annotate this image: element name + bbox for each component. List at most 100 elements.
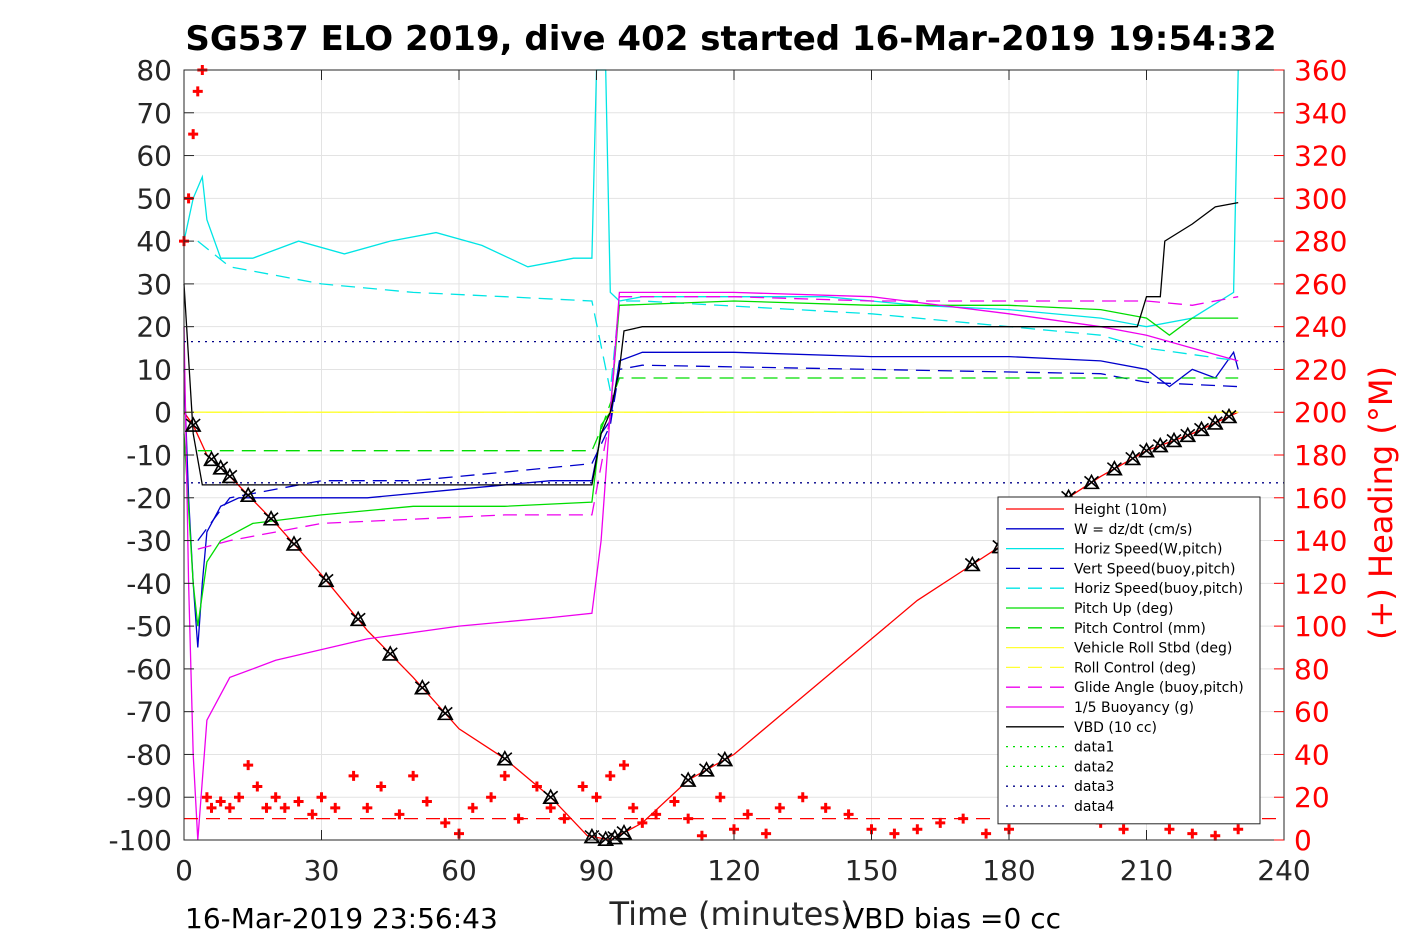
y-tick-label: 60 <box>136 140 172 173</box>
depth-marker <box>184 416 202 432</box>
depth-marker <box>239 486 257 503</box>
y2-tick-label: 120 <box>1294 567 1347 600</box>
depth-marker <box>221 467 239 484</box>
heading-point <box>820 802 831 813</box>
y-tick-label: -20 <box>126 482 172 515</box>
heading-point <box>696 830 707 841</box>
heading-point <box>252 781 263 792</box>
chart-title: SG537 ELO 2019, dive 402 started 16-Mar-… <box>185 19 1276 59</box>
y2-tick-label: 240 <box>1294 311 1347 344</box>
heading-point <box>1210 830 1221 841</box>
depth-marker <box>436 704 454 721</box>
depth-marker <box>381 645 399 661</box>
heading-point <box>440 817 451 828</box>
y-tick-label: -50 <box>126 610 172 643</box>
heading-point <box>261 802 272 813</box>
heading-point <box>591 792 602 803</box>
y2-tick-label: 140 <box>1294 525 1347 558</box>
heading-point <box>935 817 946 828</box>
x-tick-label: 60 <box>441 854 477 887</box>
y-tick-label: 80 <box>136 54 172 87</box>
heading-point <box>293 796 304 807</box>
depth-marker <box>1083 473 1100 490</box>
depth-marker <box>317 571 335 588</box>
heading-point <box>774 802 785 813</box>
legend: Height (10m) W = dz/dt (cm/s) Horiz Speed(… <box>997 496 1261 825</box>
depth-marker <box>716 750 734 767</box>
heading-point <box>1233 824 1244 835</box>
heading-point <box>912 824 923 835</box>
y2-tick-label: 260 <box>1294 268 1347 301</box>
series-line-buoyancy <box>183 291 1239 841</box>
x-tick-label: 90 <box>579 854 615 887</box>
legend-entry: Vehicle Roll Stbd (deg) <box>1074 641 1232 657</box>
series-line-pitch_up <box>183 300 1239 627</box>
y2-tick-label: 160 <box>1294 482 1347 515</box>
y2-tick-label: 0 <box>1294 824 1312 857</box>
y-tick-label: -30 <box>126 525 172 558</box>
y-tick-label: 40 <box>136 225 172 258</box>
y2-tick-label: 280 <box>1294 225 1347 258</box>
heading-point <box>531 781 542 792</box>
x-tick-label: 30 <box>304 854 340 887</box>
heading-point <box>376 781 387 792</box>
depth-marker <box>1179 426 1197 443</box>
y-tick-label: -80 <box>126 738 172 771</box>
depth-marker <box>1106 460 1123 476</box>
depth-marker <box>413 679 431 695</box>
legend-entry: Glide Angle (buoy,pitch) <box>1074 680 1244 696</box>
heading-point <box>188 129 199 140</box>
heading-point <box>843 809 854 820</box>
heading-point <box>628 802 639 813</box>
heading-point <box>408 770 419 781</box>
series-line-horiz_speed_buoy <box>197 240 1239 391</box>
y-tick-label: -90 <box>126 781 172 814</box>
y-tick-label: 10 <box>136 353 172 386</box>
y2-tick-label: 340 <box>1294 97 1347 130</box>
heading-point <box>224 802 235 813</box>
y2-tick-label: 220 <box>1294 353 1347 386</box>
heading-point <box>981 828 992 839</box>
depth-marker <box>285 535 303 551</box>
heading-point <box>513 813 524 824</box>
y2-tick-label: 200 <box>1294 396 1347 429</box>
heading-point <box>467 802 478 813</box>
x-axis-label: Time (minutes) <box>609 895 853 933</box>
depth-marker <box>698 761 715 777</box>
y-tick-label: 0 <box>154 396 172 429</box>
heading-point <box>192 86 203 97</box>
heading-point <box>215 796 226 807</box>
legend-entry: Horiz Speed(W,pitch) <box>1074 542 1222 558</box>
depth-marker <box>1220 407 1238 424</box>
heading-point <box>889 828 900 839</box>
heading-point <box>362 802 373 813</box>
heading-point <box>421 796 432 807</box>
heading-point <box>307 809 318 820</box>
heading-point <box>330 802 341 813</box>
series-line-pitch_control <box>197 377 1239 452</box>
legend-box <box>997 496 1261 825</box>
heading-point <box>234 792 244 803</box>
y-tick-label: 50 <box>136 182 172 215</box>
legend-entry: Vert Speed(buoy,pitch) <box>1074 561 1236 577</box>
legend-entry: Roll Control (deg) <box>1074 660 1196 676</box>
heading-point <box>1164 824 1175 835</box>
x-tick-label: 180 <box>982 854 1035 887</box>
x-tick-label: 120 <box>707 854 760 887</box>
x-tick-label: 210 <box>1120 854 1173 887</box>
y2-tick-label: 180 <box>1294 439 1347 472</box>
heading-point <box>651 809 662 820</box>
legend-entry: data2 <box>1074 759 1114 775</box>
legend-entry: data1 <box>1074 740 1114 756</box>
y-tick-label: -70 <box>126 696 172 729</box>
depth-marker <box>1165 431 1183 448</box>
heading-point <box>206 802 217 813</box>
series-line-vert_speed_buoy <box>197 364 1239 541</box>
heading-point <box>279 802 290 813</box>
heading-point <box>1187 828 1198 839</box>
heading-point <box>797 792 808 803</box>
legend-entry: Horiz Speed(buoy,pitch) <box>1074 581 1243 597</box>
heading-point <box>499 770 510 781</box>
footer-timestamp: 16-Mar-2019 23:56:43 <box>185 902 498 935</box>
